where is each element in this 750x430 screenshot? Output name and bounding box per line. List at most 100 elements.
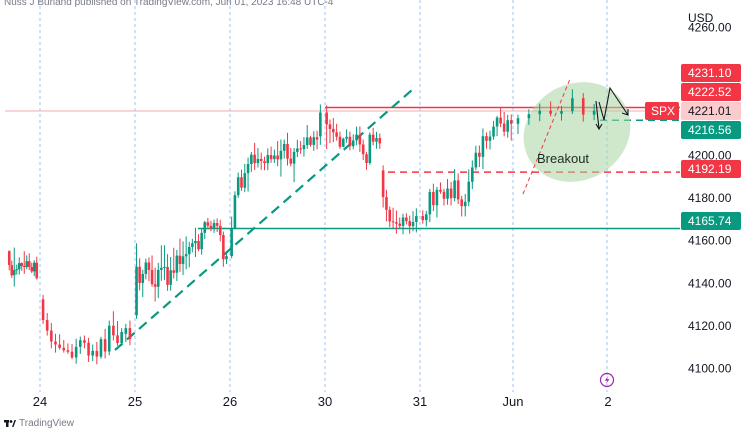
price-badge-pink[interactable]: 4221.01 SPX [645, 102, 741, 120]
candle-151 [571, 89, 574, 114]
candle-15 [54, 333, 57, 353]
price-badge-red[interactable]: 4222.52 [681, 83, 741, 101]
candle-48 [178, 238, 182, 272]
time-tick-label: 2 [604, 394, 611, 409]
trendline-line[interactable] [114, 89, 413, 351]
candle-136 [478, 145, 481, 168]
vertical-gridlines [39, 0, 608, 392]
candle-127 [446, 178, 449, 205]
price-badge-red[interactable]: 4231.10 [681, 64, 741, 82]
candle-35 [138, 258, 141, 291]
candle-54 [197, 234, 200, 252]
candle-47 [175, 249, 179, 282]
candle-40 [153, 267, 157, 302]
candle-123 [432, 183, 435, 212]
candle-18 [66, 343, 70, 354]
candle-59 [212, 219, 216, 233]
candle-70 [250, 151, 253, 172]
candle-27 [103, 328, 107, 359]
candle-109 [381, 165, 385, 208]
candle-99 [348, 131, 352, 151]
candle-3 [15, 264, 19, 275]
candle-150 [560, 105, 563, 121]
time-tick-label: Jun [503, 394, 524, 409]
candle-115 [401, 213, 405, 235]
candle-53 [194, 227, 197, 257]
candle-108 [378, 133, 382, 149]
candle-135 [474, 145, 478, 171]
time-axis-ticks: 24 25 26 30 31 Jun 2 [33, 394, 612, 409]
symbol-tag [645, 102, 679, 120]
candle-145 [509, 114, 513, 141]
candle-143 [502, 111, 506, 137]
candle-112 [391, 207, 395, 229]
price-badge-green[interactable]: 4216.56 [681, 121, 741, 139]
candle-41 [156, 262, 160, 299]
candle-20 [74, 338, 78, 364]
candle-57 [206, 217, 210, 230]
candle-114 [398, 217, 402, 229]
candle-82 [289, 148, 293, 167]
candle-67 [240, 169, 243, 191]
candle-42 [160, 245, 163, 281]
price-badge-label: 4165.74 [688, 214, 732, 228]
price-tick-label: 4260.00 [688, 21, 732, 35]
candle-21 [78, 336, 82, 354]
candle-71 [253, 142, 256, 171]
price-tick-label: 4100.00 [688, 362, 732, 376]
price-badges: 4231.10 4222.52 4221.01 SPX 4216.56 4192.19 41… [645, 64, 741, 230]
candle-64 [230, 216, 233, 259]
price-tick-label: 4120.00 [688, 319, 732, 333]
candle-103 [361, 139, 365, 160]
candle-11 [35, 256, 39, 280]
candle-79 [279, 139, 283, 177]
candle-102 [358, 126, 362, 152]
candle-122 [428, 188, 432, 223]
candle-74 [263, 156, 266, 171]
candle-60 [215, 218, 219, 233]
candle-34 [135, 243, 138, 319]
candle-91 [319, 104, 322, 145]
candle-25 [95, 341, 99, 365]
candle-85 [299, 141, 302, 154]
candle-9 [30, 262, 34, 274]
tradingview-logo-icon [4, 419, 16, 427]
candle-105 [368, 132, 372, 165]
price-tick-label: 4140.00 [688, 276, 732, 290]
candle-106 [371, 127, 375, 146]
currency-label: USD [688, 11, 714, 25]
price-tick-label: 4160.00 [688, 234, 732, 248]
candle-58 [209, 220, 213, 232]
candle-69 [246, 157, 250, 192]
candle-107 [375, 131, 378, 149]
candle-7 [25, 255, 29, 270]
candle-118 [411, 211, 415, 232]
candle-134 [471, 160, 474, 190]
price-badge-red[interactable]: 4192.19 [681, 160, 741, 178]
candle-93 [328, 119, 332, 144]
candle-98 [345, 129, 348, 143]
time-tick-label: 26 [223, 394, 237, 409]
candle-141 [495, 115, 499, 137]
candle-45 [169, 256, 172, 291]
candle-147 [527, 109, 531, 125]
candle-63 [225, 253, 228, 264]
candle-75 [266, 148, 270, 171]
price-badge-green[interactable]: 4165.74 [681, 212, 741, 230]
candle-30 [116, 321, 119, 346]
candle-97 [341, 137, 345, 148]
candle-8 [27, 253, 31, 270]
candle-146 [516, 114, 520, 135]
price-axis-ticks: 4100.00 4120.00 4140.00 4160.00 4180.00 4200.… [688, 21, 732, 376]
candle-120 [421, 210, 425, 224]
lightning-icon[interactable] [599, 372, 615, 388]
breakout-ellipse[interactable] [505, 63, 648, 201]
candle-44 [166, 254, 169, 291]
candle-81 [286, 132, 289, 166]
candle-83 [292, 148, 296, 183]
candle-4 [17, 257, 21, 275]
time-tick-label: 31 [413, 394, 427, 409]
candle-24 [91, 344, 95, 362]
candle-13 [45, 312, 49, 336]
